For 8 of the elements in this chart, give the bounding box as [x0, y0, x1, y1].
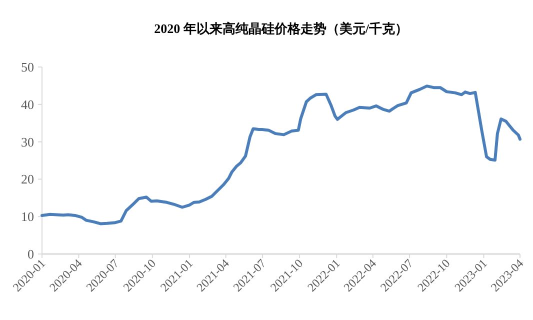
line-series	[40, 84, 522, 226]
y-tick-label: 30	[21, 134, 34, 150]
y-tick-label: 40	[21, 96, 34, 112]
chart-title: 2020 年以来高纯晶硅价格走势（美元/千克）	[154, 21, 408, 36]
y-tick-label: 10	[21, 209, 34, 224]
y-tick-label: 0	[28, 246, 34, 262]
y-tick-label: 20	[21, 172, 34, 187]
y-tick-label: 50	[21, 60, 34, 74]
